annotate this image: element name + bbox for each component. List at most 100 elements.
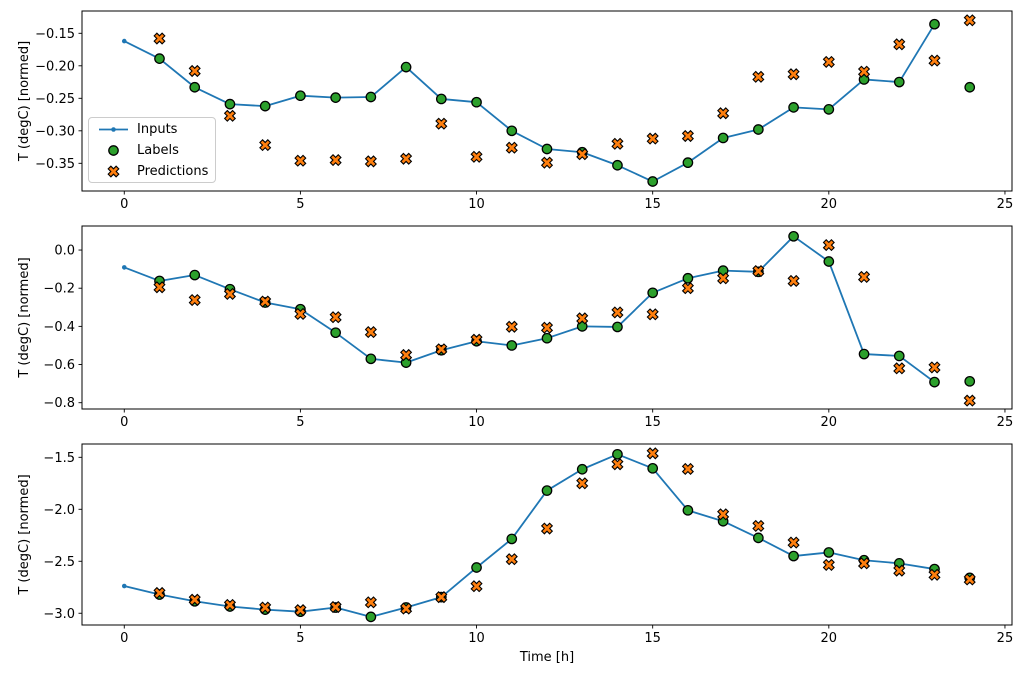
- inputs-line: [123, 23, 936, 183]
- label-point-marker: [471, 562, 482, 573]
- prediction-point-marker: [857, 65, 871, 78]
- x-tick-label: 10: [468, 197, 485, 212]
- label-point-marker: [400, 61, 412, 73]
- label-point-marker: [189, 269, 201, 281]
- label-point-marker: [788, 230, 799, 242]
- prediction-point-marker: [787, 274, 800, 288]
- prediction-point-marker: [963, 14, 976, 27]
- subplot-3: 0 5 10 15 20 25 −1.5 −2.0 −2.5 −3.0 T (degC) [norm…: [17, 443, 1013, 665]
- label-point-marker: [964, 81, 976, 93]
- y-tick-label: −0.6: [43, 358, 75, 373]
- x-tick-label: 20: [821, 415, 838, 430]
- legend-item-labels: Labels: [97, 140, 207, 161]
- x-tick-label: 20: [821, 197, 838, 212]
- prediction-point-marker: [540, 522, 554, 535]
- label-point-marker: [823, 547, 835, 558]
- label-point-marker: [929, 376, 940, 388]
- inputs-line: [123, 235, 936, 383]
- prediction-point-marker: [576, 148, 589, 161]
- prediction-point-marker: [329, 311, 342, 324]
- label-point-marker: [506, 340, 518, 351]
- label-point-marker: [365, 611, 377, 623]
- prediction-point-marker: [435, 591, 448, 604]
- label-point-marker: [612, 159, 623, 171]
- prediction-point-marker: [576, 477, 589, 490]
- prediction-point-marker: [400, 602, 413, 615]
- prediction-point-marker: [153, 281, 166, 294]
- prediction-point-marker: [681, 129, 694, 143]
- prediction-point-marker: [294, 307, 307, 321]
- x-tick-label: 20: [821, 631, 838, 646]
- label-point-marker: [893, 76, 905, 88]
- label-point-marker: [964, 375, 976, 387]
- plot-frame: [81, 225, 1013, 410]
- plot-frame: [81, 443, 1013, 626]
- label-point-marker: [435, 93, 447, 105]
- label-point-marker: [330, 327, 341, 339]
- y-tick-label: −1.5: [43, 451, 75, 466]
- prediction-point-marker: [857, 557, 871, 570]
- label-point-marker: [471, 96, 482, 108]
- prediction-point-marker: [646, 132, 659, 145]
- subplot-2: 0 5 10 15 20 25 0.0 −0.2 −0.4 −0.6 −0.8 T (degC) [n…: [17, 225, 1014, 430]
- label-point-marker: [893, 350, 905, 362]
- prediction-point-marker: [188, 293, 201, 307]
- prediction-point-marker: [752, 70, 765, 83]
- prediction-point-marker: [188, 64, 201, 78]
- x-tick-label: 10: [468, 631, 485, 646]
- prediction-point-marker: [259, 295, 272, 308]
- prediction-point-marker: [364, 326, 377, 339]
- label-point-marker: [541, 143, 553, 155]
- prediction-point-marker: [294, 154, 307, 167]
- label-point-marker: [541, 332, 553, 344]
- prediction-point-marker: [857, 270, 871, 284]
- label-point-marker: [929, 18, 940, 30]
- plot-frame: [81, 10, 1013, 192]
- label-point-marker: [506, 125, 518, 137]
- prediction-point-marker: [329, 600, 342, 614]
- prediction-point-marker: [787, 68, 800, 81]
- input-point-marker: [121, 583, 127, 589]
- x-tick-label: 15: [644, 197, 661, 212]
- prediction-point-marker: [435, 343, 448, 356]
- prediction-point-marker: [294, 604, 307, 617]
- label-point-marker: [576, 463, 588, 475]
- prediction-point-marker: [752, 519, 765, 533]
- prediction-point-marker: [435, 117, 448, 130]
- prediction-point-marker: [329, 153, 342, 167]
- prediction-point-marker: [611, 306, 624, 319]
- prediction-point-marker: [787, 536, 800, 549]
- prediction-point-marker: [963, 573, 976, 586]
- label-point-marker: [788, 102, 799, 113]
- prediction-point-marker: [822, 558, 835, 571]
- inputs-line-icon: [97, 119, 130, 140]
- prediction-point-marker: [752, 264, 765, 278]
- prediction-point-marker: [259, 601, 272, 614]
- inputs-line: [124, 453, 935, 618]
- prediction-point-marker: [259, 139, 272, 152]
- y-tick-label: −3.0: [43, 607, 75, 622]
- y-axis-label: T (degC) [normed]: [17, 41, 32, 162]
- prediction-point-marker: [505, 320, 518, 333]
- y-tick-label: −0.30: [35, 124, 75, 139]
- prediction-point-marker: [505, 141, 518, 154]
- prediction-point-marker: [153, 586, 166, 600]
- x-tick-label: 25: [997, 415, 1014, 430]
- y-tick-label: −0.20: [35, 59, 75, 74]
- label-point-marker: [647, 176, 659, 187]
- prediction-point-marker: [646, 308, 659, 321]
- y-axis-label: T (degC) [normed]: [17, 257, 32, 378]
- x-tick-label: 10: [468, 415, 485, 430]
- y-tick-label: 0.0: [54, 244, 75, 259]
- prediction-point-marker: [505, 553, 518, 566]
- label-point-marker: [224, 98, 236, 110]
- label-point-marker: [753, 124, 764, 135]
- prediction-point-marker: [928, 568, 941, 581]
- x-tick-label: 15: [644, 415, 661, 430]
- legend-label-inputs: Inputs: [137, 122, 178, 137]
- prediction-point-marker: [717, 508, 730, 521]
- y-tick-label: −0.15: [35, 27, 75, 42]
- input-point-marker: [121, 265, 127, 270]
